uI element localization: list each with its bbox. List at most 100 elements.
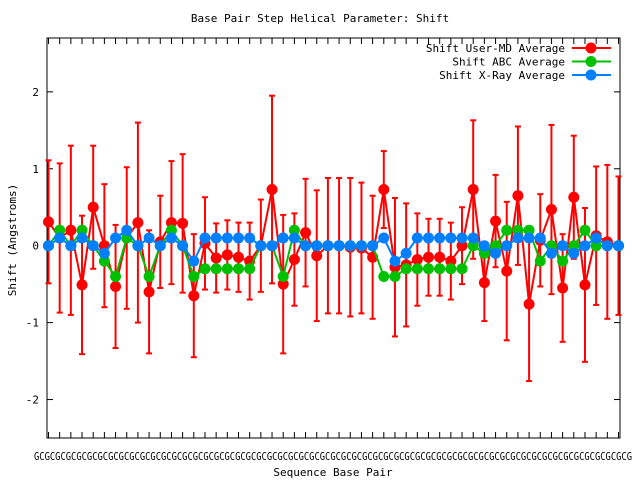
data-point xyxy=(456,232,468,244)
data-point xyxy=(389,270,401,282)
data-point xyxy=(434,263,446,275)
data-point xyxy=(411,254,423,266)
data-point xyxy=(579,224,591,236)
data-point xyxy=(143,232,155,244)
data-point xyxy=(478,240,490,252)
data-point xyxy=(188,270,200,282)
data-point xyxy=(490,247,502,259)
data-point xyxy=(557,255,569,267)
data-point xyxy=(389,255,401,267)
data-point xyxy=(54,224,66,236)
data-point xyxy=(378,184,390,196)
data-point xyxy=(523,298,535,310)
data-point xyxy=(76,279,88,291)
data-point xyxy=(210,232,222,244)
data-point xyxy=(266,240,278,252)
data-point xyxy=(445,255,457,267)
data-point xyxy=(300,227,312,239)
data-point xyxy=(244,263,256,275)
data-point xyxy=(378,270,390,282)
data-point xyxy=(277,270,289,282)
series-3 xyxy=(43,224,624,267)
data-point xyxy=(165,224,177,236)
data-point xyxy=(277,232,289,244)
data-point xyxy=(143,270,155,282)
data-point xyxy=(411,263,423,275)
series-layer xyxy=(43,94,624,383)
legend-marker xyxy=(585,56,597,67)
data-point xyxy=(177,217,189,229)
data-point xyxy=(478,247,490,259)
data-point xyxy=(110,270,122,282)
data-point xyxy=(590,240,602,252)
data-point xyxy=(221,249,233,261)
data-point xyxy=(65,240,77,252)
data-point xyxy=(467,184,479,196)
data-point xyxy=(311,240,323,252)
data-point xyxy=(568,191,580,203)
data-point xyxy=(188,255,200,267)
data-point xyxy=(534,232,546,244)
y-tick-label: 1 xyxy=(32,163,39,176)
data-point xyxy=(545,204,557,216)
data-point xyxy=(43,240,54,252)
legend-label: Shift User-MD Average xyxy=(426,42,565,55)
data-point xyxy=(165,217,177,229)
y-tick-label: -1 xyxy=(26,317,39,330)
data-point xyxy=(501,240,513,252)
plot-frame xyxy=(46,37,621,439)
data-point xyxy=(154,240,166,252)
y-tick-label: -2 xyxy=(26,394,39,407)
data-point xyxy=(367,240,379,252)
data-point xyxy=(322,240,334,252)
data-point xyxy=(378,232,390,244)
data-point xyxy=(478,277,490,289)
data-point xyxy=(87,201,99,213)
data-point xyxy=(423,263,434,275)
axis-ticks: -2 -1 0 1 2 xyxy=(26,38,620,438)
data-point xyxy=(400,247,412,259)
data-point xyxy=(199,263,211,275)
data-point xyxy=(87,240,99,252)
chart-title: Base Pair Step Helical Parameter: Shift xyxy=(191,12,449,25)
y-tick-label: 0 xyxy=(32,240,39,253)
data-point xyxy=(434,251,446,263)
data-point xyxy=(199,232,211,244)
data-point xyxy=(266,184,278,196)
data-point xyxy=(400,263,412,275)
data-point xyxy=(456,240,468,252)
data-point xyxy=(557,240,569,252)
data-point xyxy=(579,279,591,291)
legend-marker xyxy=(585,42,597,54)
data-point xyxy=(210,252,222,264)
data-point xyxy=(613,240,624,252)
data-point xyxy=(110,232,122,244)
y-tick-label: 2 xyxy=(32,86,39,99)
data-point xyxy=(423,232,434,244)
data-point xyxy=(601,240,613,252)
data-point xyxy=(233,251,244,263)
data-point xyxy=(534,255,546,267)
data-point xyxy=(132,240,144,252)
legend-label: Shift X-Ray Average xyxy=(439,69,565,82)
data-point xyxy=(110,280,122,292)
data-point xyxy=(490,240,502,252)
data-point xyxy=(300,240,312,252)
data-point xyxy=(344,240,356,252)
data-point xyxy=(132,217,144,229)
data-point xyxy=(76,232,88,244)
data-point xyxy=(98,255,110,267)
data-point xyxy=(54,232,66,244)
data-point xyxy=(333,240,345,252)
data-point xyxy=(244,232,256,244)
data-point xyxy=(445,263,457,275)
data-point xyxy=(233,232,244,244)
data-point xyxy=(490,215,502,227)
data-point xyxy=(221,263,233,275)
y-axis-label: Shift (Angstroms) xyxy=(6,184,19,297)
data-point xyxy=(288,254,300,266)
data-point xyxy=(311,250,323,262)
data-point xyxy=(233,263,244,275)
data-point xyxy=(121,224,133,236)
